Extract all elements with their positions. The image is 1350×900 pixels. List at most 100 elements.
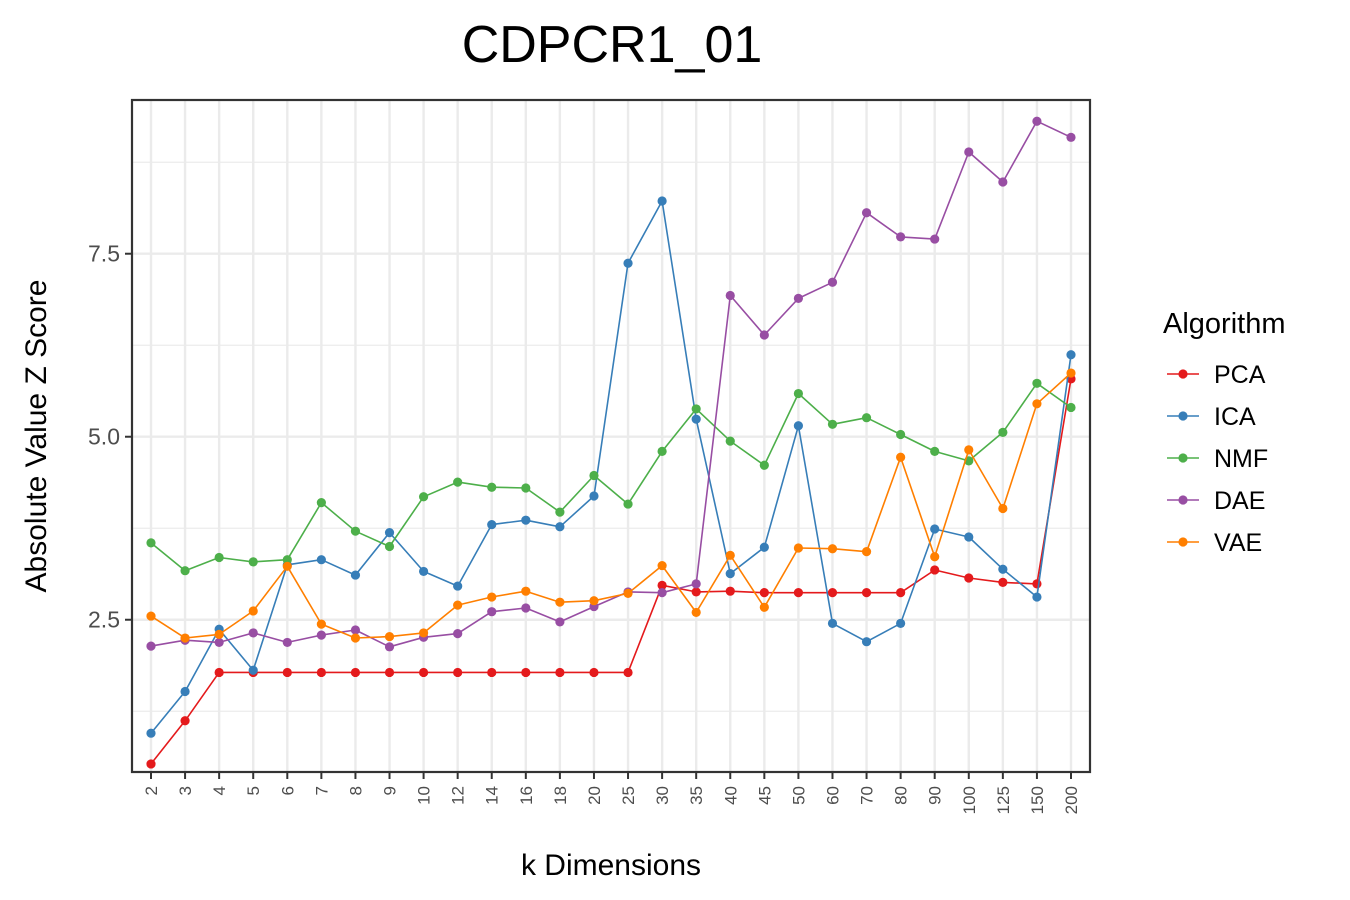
data-point-nmf [998,427,1008,437]
legend-item-dae: DAE [1167,487,1265,515]
legend-label: VAE [1214,529,1262,557]
data-point-nmf [725,436,735,446]
data-point-dae [1032,116,1042,126]
data-point-ica [453,581,463,591]
data-point-vae [861,547,872,557]
data-point-pca [793,588,804,598]
x-tick-label: 12 [449,786,468,805]
series-line-nmf [150,382,1072,572]
data-point-pca [555,667,565,678]
data-point-dae [282,637,292,648]
data-point-pca [350,667,361,678]
x-tick-label: 20 [585,786,604,805]
data-point-vae [487,592,497,602]
y-axis-title: Absolute Value Z Score [20,280,53,593]
data-point-ica [180,686,190,697]
data-point-ica [1032,592,1042,602]
data-point-vae [350,633,361,643]
legend-label: PCA [1214,361,1266,389]
x-tick-label: 30 [653,786,672,805]
axis-layer: 2.55.07.52 3 4 5 6 7 8 9 10 12 14 16 18 20 25 30 35 40 45 5… [88,241,1081,815]
data-point-ica [725,569,735,579]
x-tick-label: 10 [415,786,434,805]
data-point-nmf [316,498,326,508]
data-point-pca [487,667,497,678]
y-tick-label: 7.5 [88,241,120,267]
data-point-dae [657,588,667,598]
data-point-pca [453,667,463,678]
data-point-vae [248,606,258,616]
legend-key-point [1178,369,1188,379]
data-point-ica [930,524,940,534]
data-point-nmf [453,477,463,487]
data-point-vae [623,588,633,598]
data-point-dae [316,630,326,640]
data-point-nmf [759,460,769,470]
data-point-dae [964,147,974,157]
x-tick-label: 100 [960,786,979,814]
data-point-nmf [350,526,361,536]
x-tick-label: 7 [312,786,331,795]
data-point-pca [896,588,906,598]
series-pca [146,374,1076,769]
grid-layer [132,100,1090,772]
series-nmf [146,378,1076,576]
y-tick-label: 5.0 [88,424,120,450]
data-point-nmf [418,492,429,502]
data-point-dae [487,607,497,617]
data-point-vae [521,586,531,596]
data-point-vae [657,560,667,571]
data-point-pca [725,586,735,596]
data-point-pca [180,716,190,726]
legend-key-point [1178,453,1188,463]
data-point-dae [384,642,395,652]
data-point-dae [555,617,565,627]
x-tick-label: 40 [721,786,740,805]
data-point-nmf [657,446,667,456]
data-point-ica [1066,350,1076,360]
data-point-dae [759,330,769,340]
data-point-pca [384,667,395,678]
series-line-dae [150,120,1072,648]
chart-title: CDPCR1_01 [462,16,763,74]
data-point-nmf [589,470,599,481]
data-point-ica [623,258,633,268]
data-point-vae [691,607,701,618]
data-point-vae [1066,368,1076,378]
x-tick-label: 5 [244,786,263,795]
data-point-ica [521,515,531,525]
legend-item-nmf: NMF [1167,445,1268,473]
x-tick-label: 35 [687,786,706,805]
data-point-pca [827,588,838,598]
data-point-nmf [930,446,940,456]
data-point-pca [418,667,429,678]
data-point-nmf [214,552,224,563]
data-point-ica [487,519,497,530]
data-point-pca [282,667,292,678]
x-tick-label: 200 [1062,786,1081,814]
data-point-ica [418,566,429,577]
data-point-vae [418,628,429,638]
data-point-pca [589,667,599,678]
data-point-pca [146,759,156,769]
legend-key-point [1178,411,1188,421]
data-point-vae [316,619,326,629]
data-point-nmf [282,555,292,565]
data-point-nmf [487,482,497,492]
data-point-vae [282,561,292,571]
x-tick-label: 50 [789,786,808,805]
data-point-vae [964,445,974,455]
x-tick-label: 45 [755,786,774,805]
data-point-dae [248,628,258,638]
data-point-ica [861,637,872,647]
series-layer [146,116,1076,769]
data-point-nmf [896,429,906,440]
x-axis-title: k Dimensions [521,849,701,882]
data-point-ica [827,618,838,628]
data-point-nmf [793,388,804,399]
series-line-vae [150,372,1072,639]
legend-item-ica: ICA [1167,403,1256,431]
data-point-dae [1066,132,1076,142]
legend-label: DAE [1214,487,1265,515]
data-point-dae [861,208,872,218]
